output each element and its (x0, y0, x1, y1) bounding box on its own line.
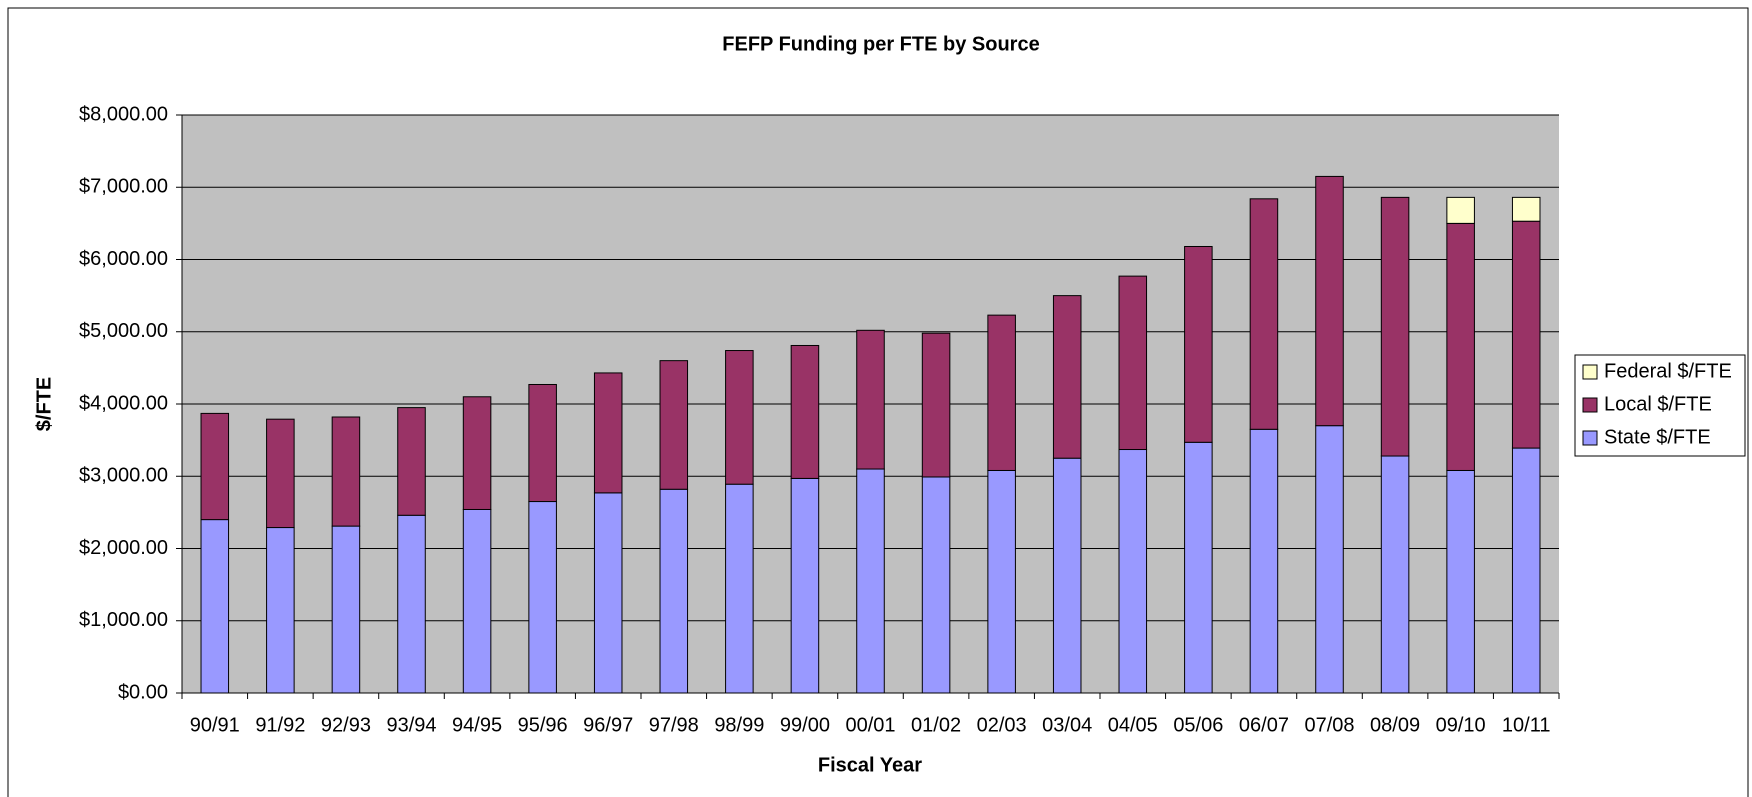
bar-segment (987, 314, 1016, 471)
x-tick-label: 02/03 (977, 714, 1027, 736)
bar-segment (725, 350, 754, 485)
y-tick-label: $2,000.00 (79, 537, 168, 559)
y-tick-label: $6,000.00 (79, 248, 168, 270)
bar-segment (528, 383, 557, 503)
bar-segment (1446, 222, 1475, 471)
x-tick-label: 90/91 (190, 714, 240, 736)
bar-segment (1446, 196, 1475, 224)
y-tick-label: $3,000.00 (79, 465, 168, 487)
bar-segment (331, 416, 361, 527)
x-tick-label: 07/08 (1304, 714, 1354, 736)
bar-segment (1052, 457, 1082, 694)
bar-segment (1184, 441, 1213, 694)
bar-segment (1446, 469, 1475, 694)
x-tick-label: 06/07 (1239, 714, 1289, 736)
legend-box (1574, 354, 1746, 457)
x-tick-label: 93/94 (386, 714, 436, 736)
y-tick-label: $7,000.00 (79, 176, 168, 198)
legend-label: State $/FTE (1604, 426, 1711, 448)
bar-segment (725, 483, 754, 694)
bar-segment (1315, 425, 1344, 694)
bar-segment (790, 477, 820, 694)
bar-segment (790, 344, 820, 479)
x-axis-title: Fiscal Year (818, 754, 922, 776)
bar-segment (1118, 275, 1148, 451)
y-tick-label: $1,000.00 (79, 609, 168, 631)
x-tick-label: 00/01 (845, 714, 895, 736)
x-tick-label: 99/00 (780, 714, 830, 736)
x-tick-label: 94/95 (452, 714, 502, 736)
x-tick-label: 92/93 (321, 714, 371, 736)
x-tick-label: 05/06 (1173, 714, 1223, 736)
bar-segment (593, 372, 623, 494)
bar-segment (462, 508, 492, 694)
bar-segment (921, 476, 951, 694)
x-tick-label: 08/09 (1370, 714, 1420, 736)
y-axis-title: $/FTE (33, 377, 55, 431)
x-tick-label: 97/98 (649, 714, 699, 736)
x-tick-label: 09/10 (1436, 714, 1486, 736)
bar-segment (200, 412, 230, 521)
bar-segment (1380, 196, 1410, 457)
y-tick-label: $8,000.00 (79, 103, 168, 125)
chart-title: FEFP Funding per FTE by Source (722, 33, 1039, 55)
bar-segment (462, 396, 492, 510)
bar-segment (1511, 196, 1541, 222)
bar-segment (856, 329, 885, 470)
y-tick-label: $5,000.00 (79, 320, 168, 342)
bar-segment (921, 332, 951, 478)
y-tick-label: $4,000.00 (79, 392, 168, 414)
bar-segment (987, 469, 1016, 694)
bar-segment (856, 468, 885, 694)
bar-segment (331, 525, 361, 694)
legend-label: Federal $/FTE (1604, 360, 1732, 382)
bar-segment (1052, 295, 1082, 459)
bar-segment (266, 418, 295, 529)
bar-segment (1511, 220, 1541, 449)
bar-segment (1118, 449, 1148, 694)
bar-segment (1249, 198, 1279, 430)
bar-segment (397, 407, 426, 516)
bar-segment (1511, 447, 1541, 694)
x-tick-label: 95/96 (518, 714, 568, 736)
bar-segment (593, 492, 623, 694)
bar-segment (1315, 175, 1344, 427)
bar-segment (659, 488, 689, 694)
bar-segment (1184, 245, 1213, 443)
bar-segment (200, 519, 230, 694)
legend-swatch (1582, 397, 1598, 413)
x-tick-label: 04/05 (1108, 714, 1158, 736)
x-tick-label: 10/11 (1502, 714, 1551, 736)
bar-segment (1380, 455, 1410, 694)
y-tick-label: $0.00 (118, 681, 168, 703)
legend-label: Local $/FTE (1604, 393, 1712, 415)
bar-segment (1249, 428, 1279, 694)
bar-segment (266, 527, 295, 694)
x-tick-label: 98/99 (714, 714, 764, 736)
x-tick-label: 96/97 (583, 714, 633, 736)
bar-segment (397, 514, 426, 694)
bar-segment (659, 360, 689, 490)
bar-segment (528, 501, 557, 694)
x-tick-label: 03/04 (1042, 714, 1092, 736)
legend-swatch (1582, 364, 1598, 380)
x-tick-label: 91/92 (255, 714, 305, 736)
legend-swatch (1582, 430, 1598, 446)
x-tick-label: 01/02 (911, 714, 961, 736)
